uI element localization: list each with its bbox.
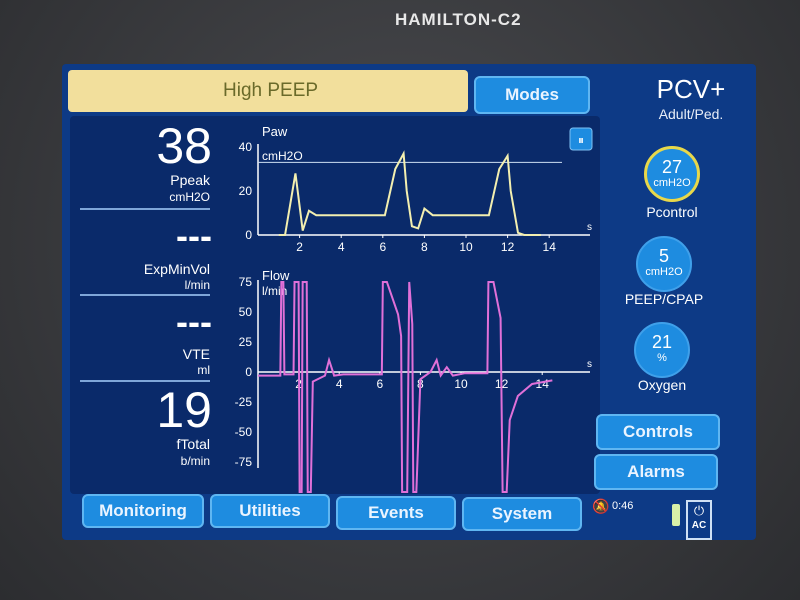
ftotal-unit: b/min — [180, 454, 210, 468]
battery-icon — [672, 504, 680, 526]
controls-button[interactable]: Controls — [596, 414, 720, 450]
flow-y-tick: 50 — [239, 305, 253, 319]
flow-y-tick: -75 — [235, 455, 253, 469]
freeze-button[interactable]: ⏸ — [569, 127, 593, 151]
ppeak-label: Ppeak — [170, 172, 210, 188]
divider — [80, 380, 210, 382]
expminvol-label: ExpMinVol — [143, 261, 210, 277]
paw-x-tick: 10 — [459, 240, 473, 254]
ac-plug-icon: ⏻ AC — [686, 500, 712, 540]
power-source: AC — [691, 520, 707, 531]
peep-label: PEEP/CPAP — [624, 291, 704, 307]
tab-system[interactable]: System — [462, 497, 582, 531]
waveform-panel: 38 Ppeak cmH2O --- ExpMinVol l/min --- V… — [70, 116, 600, 494]
ppeak-unit: cmH2O — [169, 190, 210, 204]
vte-unit: ml — [197, 363, 210, 377]
flow-y-tick: 0 — [245, 365, 252, 379]
flow-x-tick: 4 — [336, 377, 343, 391]
ventilator-screen: High PEEP Modes PCV+ Adult/Ped. 38 Ppeak… — [62, 64, 756, 540]
paw-waveform — [278, 150, 541, 236]
freeze-icon: ⏸ — [578, 133, 584, 147]
ftotal-label: fTotal — [176, 436, 210, 452]
paw-x-tick: 4 — [338, 240, 345, 254]
paw-title: Paw — [262, 124, 288, 139]
flow-y-tick: 75 — [239, 275, 253, 289]
vte-label: VTE — [182, 346, 210, 362]
flow-waveform — [258, 281, 553, 493]
alarm-message-bar[interactable]: High PEEP — [68, 70, 468, 112]
tab-events[interactable]: Events — [336, 496, 456, 530]
ventilation-mode: PCV+ — [656, 74, 726, 104]
expminvol-unit: l/min — [184, 278, 210, 292]
device-brand: HAMILTON-C2 — [395, 10, 522, 29]
vte-value: --- — [176, 301, 212, 342]
ppeak-value: 38 — [156, 118, 212, 174]
pcontrol-unit: cmH2O — [653, 177, 691, 189]
paw-x-unit: s — [587, 222, 592, 233]
oxygen-value: 21 — [651, 332, 673, 352]
modes-button[interactable]: Modes — [474, 76, 590, 114]
flow-y-tick: -50 — [235, 425, 253, 439]
peep-control[interactable]: 5 cmH2O — [636, 236, 692, 292]
paw-x-tick: 8 — [421, 240, 428, 254]
paw-x-tick: 2 — [296, 240, 303, 254]
paw-x-tick: 14 — [543, 240, 557, 254]
pcontrol-value: 27 — [661, 157, 683, 177]
oxygen-unit: % — [657, 352, 667, 364]
alarm-silence-timer: 0:46 — [612, 500, 634, 512]
tab-monitoring[interactable]: Monitoring — [82, 494, 204, 528]
pcontrol-label: Pcontrol — [646, 204, 698, 220]
peep-unit: cmH2O — [645, 266, 683, 278]
paw-unit: cmH2O — [262, 149, 303, 163]
paw-x-tick: 12 — [501, 240, 515, 254]
pcontrol-control[interactable]: 27 cmH2O — [644, 146, 700, 202]
alarm-silence-icon[interactable]: 🔕 — [592, 498, 610, 514]
divider — [80, 208, 210, 210]
ftotal-value: 19 — [156, 382, 212, 438]
paw-y-tick: 0 — [245, 228, 252, 242]
flow-x-tick: 6 — [376, 377, 383, 391]
oxygen-control[interactable]: 21 % — [634, 322, 690, 378]
oxygen-label: Oxygen — [637, 377, 687, 393]
flow-title: Flow — [262, 268, 290, 283]
divider — [80, 294, 210, 296]
peep-value: 5 — [658, 246, 669, 266]
tab-utilities[interactable]: Utilities — [210, 494, 330, 528]
flow-x-tick: 14 — [536, 377, 550, 391]
flow-y-tick: 25 — [239, 335, 253, 349]
paw-y-tick: 20 — [239, 184, 253, 198]
paw-y-tick: 40 — [239, 140, 253, 154]
alarms-button[interactable]: Alarms — [594, 454, 718, 490]
expminvol-value: --- — [176, 215, 212, 256]
paw-x-tick: 6 — [379, 240, 386, 254]
flow-x-unit: s — [587, 359, 592, 370]
patient-group: Adult/Ped. — [658, 106, 724, 122]
flow-x-tick: 10 — [454, 377, 468, 391]
flow-y-tick: -25 — [235, 395, 253, 409]
